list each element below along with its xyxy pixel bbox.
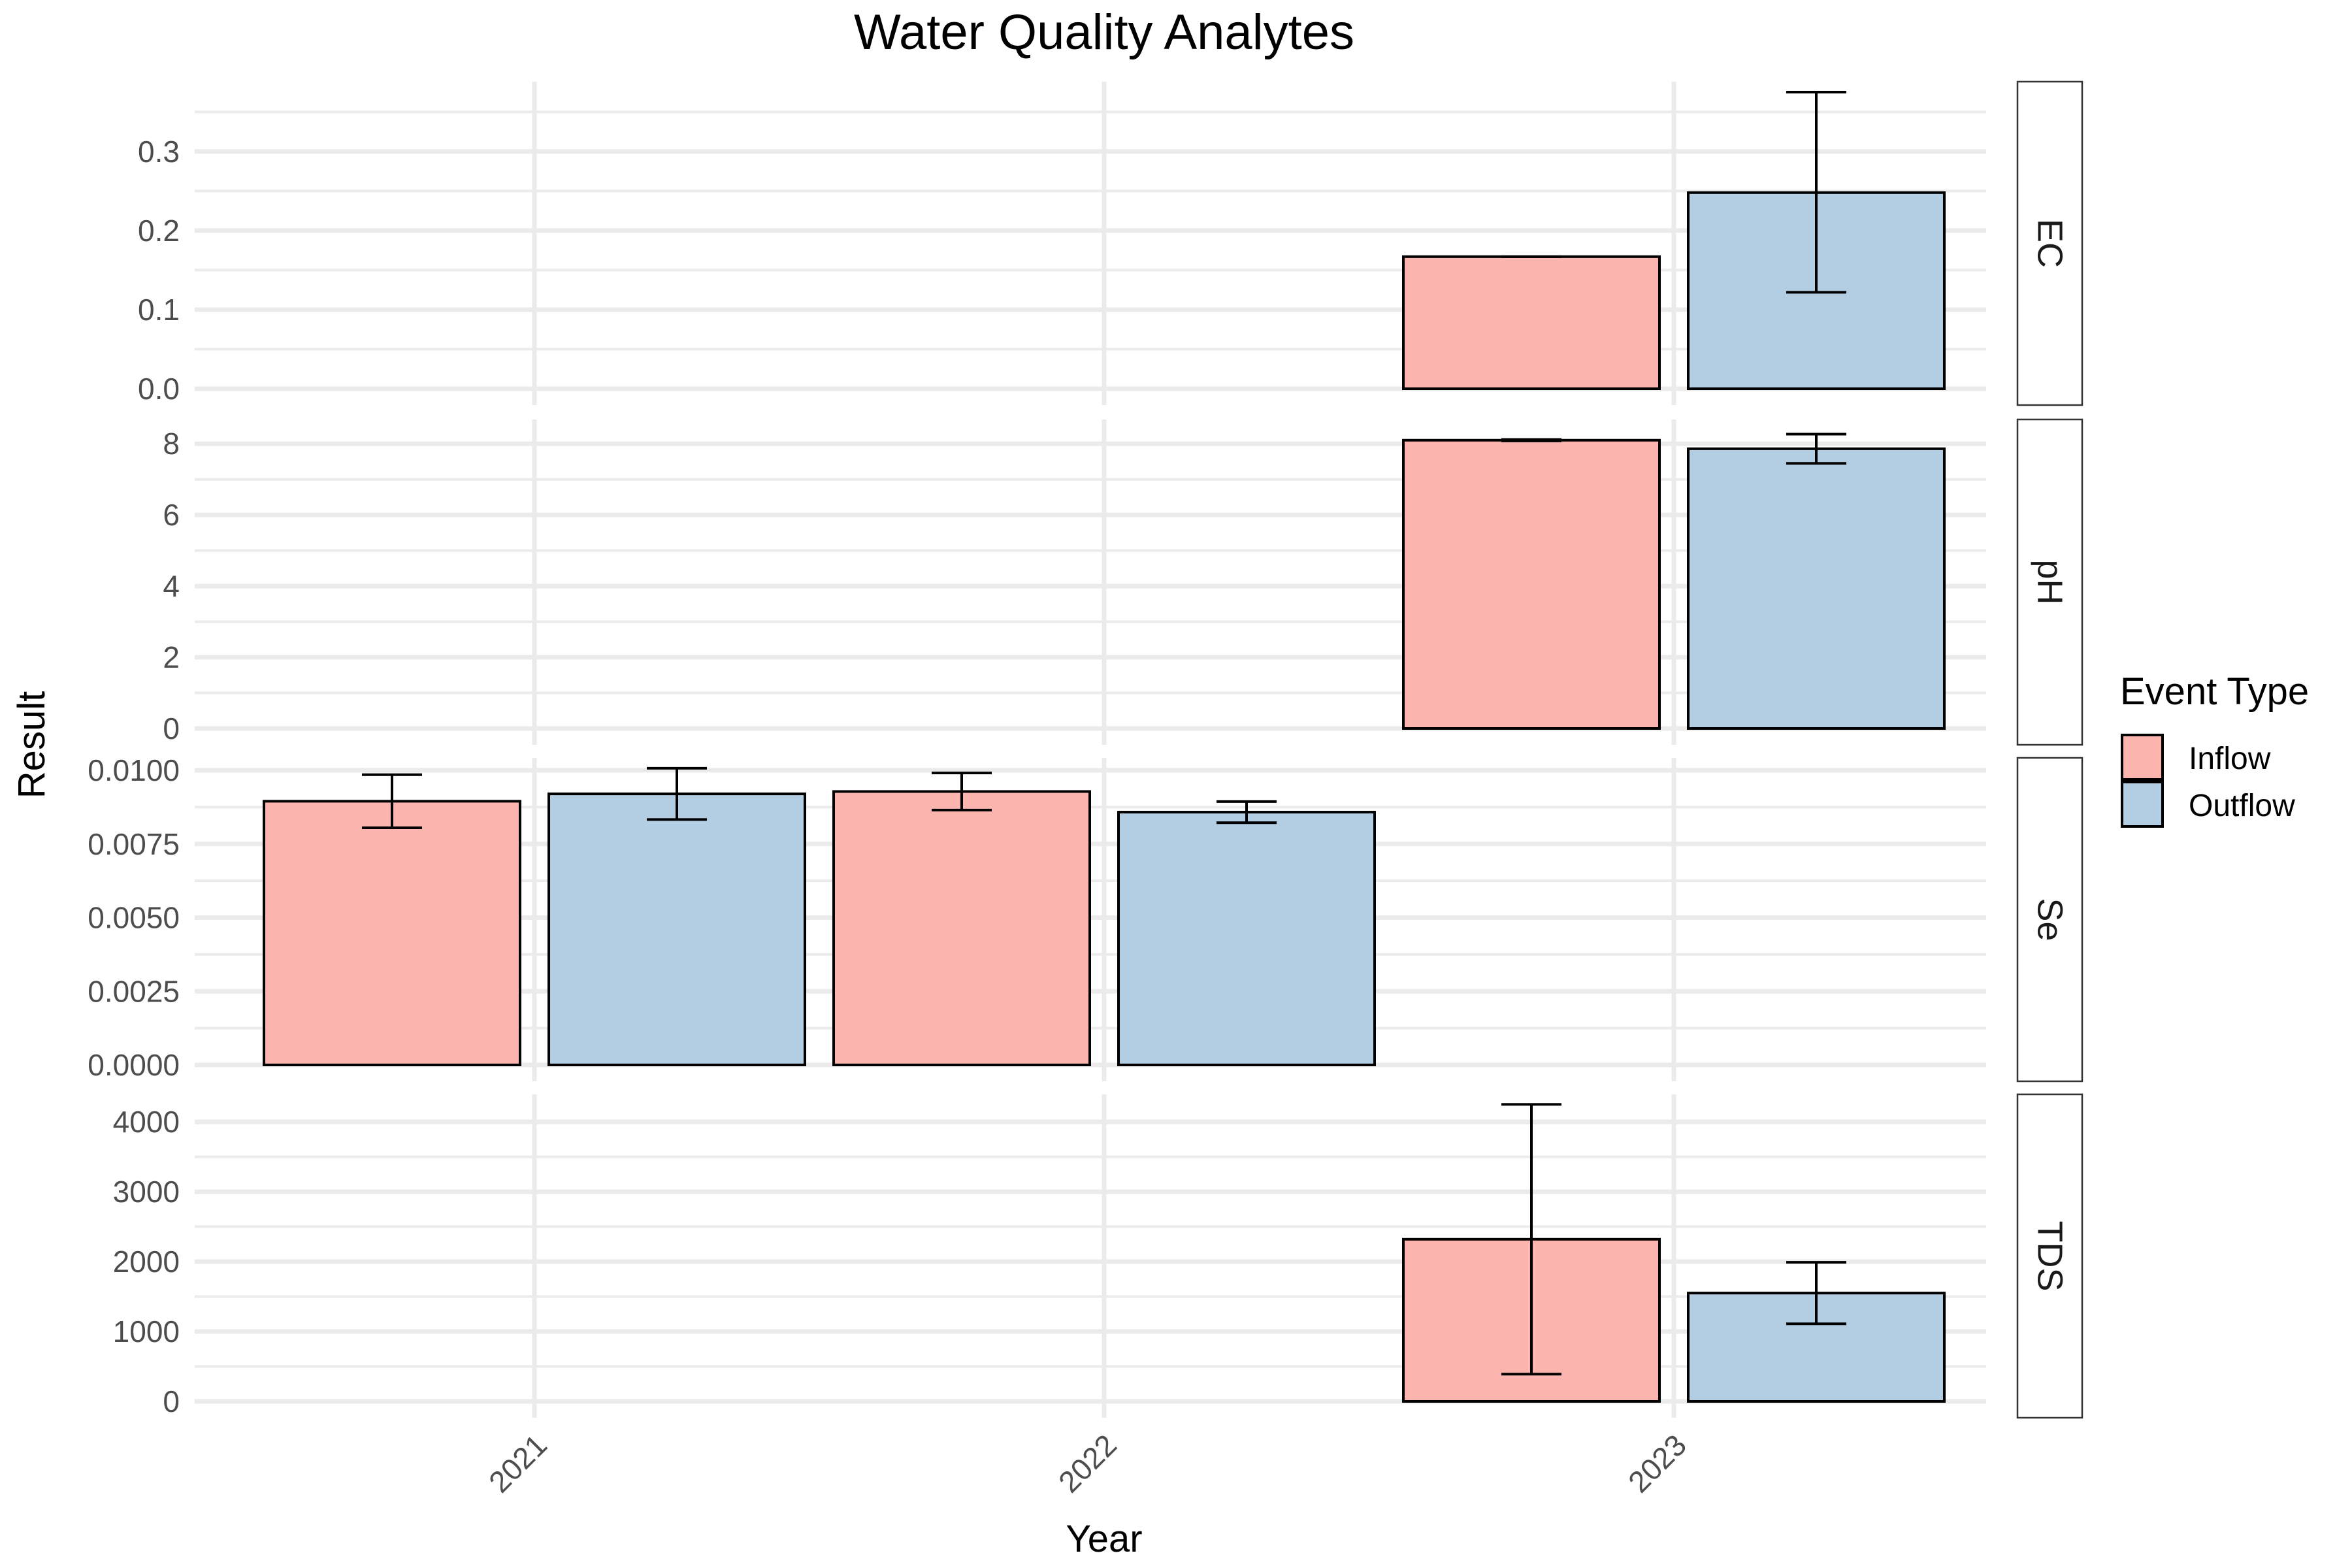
facet-tds: 0 1000 2000 3000 4000 TDS bbox=[113, 1093, 2083, 1419]
facet-strip-label-tds: TDS bbox=[2031, 1221, 2070, 1292]
error-bar-ph-outflow-2023 bbox=[1786, 433, 1846, 465]
error-bar-se-outflow-2021 bbox=[647, 766, 707, 821]
x-axis: 2021 2022 2023 bbox=[482, 1428, 1693, 1499]
legend-swatch-inflow bbox=[2121, 734, 2164, 781]
bar-ph-inflow-2023 bbox=[1402, 438, 1661, 730]
y-tick-label-ph: 4 bbox=[163, 569, 180, 603]
y-tick-label-ec: 0.1 bbox=[138, 293, 180, 327]
legend-title: Event Type bbox=[2120, 670, 2309, 713]
y-tick-label-ec: 0.0 bbox=[138, 372, 180, 406]
bar-ec-inflow-2023 bbox=[1402, 255, 1661, 390]
y-tick-label-ec: 0.2 bbox=[138, 214, 180, 248]
bar-se-outflow-2021 bbox=[547, 792, 806, 1066]
error-bar-tds-outflow-2023 bbox=[1786, 1261, 1846, 1326]
legend-label-inflow: Inflow bbox=[2189, 742, 2271, 776]
error-bar-se-outflow-2022 bbox=[1217, 800, 1277, 825]
bar-se-inflow-2022 bbox=[832, 790, 1091, 1067]
facet-ec: 0.0 0.1 0.2 0.3 EC bbox=[138, 80, 2083, 406]
y-tick-label-ph: 6 bbox=[163, 498, 180, 532]
y-axis-title: Result bbox=[10, 691, 53, 798]
y-tick-label-se: 0.0100 bbox=[88, 753, 180, 787]
facet-se: 0.0000 0.0025 0.0050 0.0075 0.0100 Se bbox=[88, 753, 2083, 1083]
y-tick-label-se: 0.0050 bbox=[88, 901, 180, 935]
x-tick-label-2022: 2022 bbox=[1052, 1428, 1123, 1499]
facet-strip-tds bbox=[2016, 1093, 2083, 1419]
legend-label-outflow: Outflow bbox=[2189, 789, 2295, 823]
y-tick-label-ec: 0.3 bbox=[138, 135, 180, 169]
error-bar-tds-inflow-2023 bbox=[1501, 1103, 1561, 1376]
bar-ph-outflow-2023 bbox=[1687, 447, 1946, 730]
y-tick-label-tds: 1000 bbox=[113, 1315, 180, 1348]
facet-strip-label-se: Se bbox=[2031, 898, 2070, 941]
facet-strip-se bbox=[2016, 757, 2083, 1083]
facet-strip-label-ec: EC bbox=[2031, 219, 2070, 268]
y-tick-label-ph: 8 bbox=[163, 427, 180, 461]
bar-se-outflow-2022 bbox=[1117, 811, 1376, 1066]
legend-swatch-outflow bbox=[2121, 781, 2164, 828]
x-tick-label-2023: 2023 bbox=[1622, 1428, 1693, 1499]
y-tick-label-tds: 2000 bbox=[113, 1245, 180, 1279]
facet-panels: 0.00.10.20.3EC02468pH0.00000.00250.00500… bbox=[88, 80, 2083, 1419]
y-tick-label-tds: 0 bbox=[163, 1384, 180, 1418]
x-axis-title: Year bbox=[1066, 1518, 1142, 1560]
facet-strip-ec bbox=[2016, 80, 2083, 406]
x-tick-label-2021: 2021 bbox=[482, 1428, 553, 1499]
y-tick-label-ph: 2 bbox=[163, 640, 180, 674]
y-tick-label-tds: 3000 bbox=[113, 1175, 180, 1209]
error-bar-ec-outflow-2023 bbox=[1786, 91, 1846, 294]
error-bar-se-inflow-2021 bbox=[362, 773, 422, 829]
y-tick-label-se: 0.0025 bbox=[88, 974, 180, 1008]
facet-strip-label-ph: pH bbox=[2031, 559, 2070, 604]
facet-strip-ph bbox=[2016, 418, 2083, 746]
bar-se-inflow-2021 bbox=[263, 800, 521, 1066]
legend: Event Type Inflow Outflow bbox=[2120, 670, 2309, 828]
error-bar-ph-inflow-2023 bbox=[1501, 438, 1561, 442]
chart-title: Water Quality Analytes bbox=[854, 5, 1354, 60]
y-tick-label-tds: 4000 bbox=[113, 1105, 180, 1139]
facet-ph: 0 2 4 6 8 pH bbox=[163, 418, 2083, 746]
y-tick-label-ph: 0 bbox=[163, 711, 180, 745]
y-tick-label-se: 0.0000 bbox=[88, 1048, 180, 1082]
y-tick-label-se: 0.0075 bbox=[88, 827, 180, 861]
error-bar-se-inflow-2022 bbox=[932, 772, 992, 811]
